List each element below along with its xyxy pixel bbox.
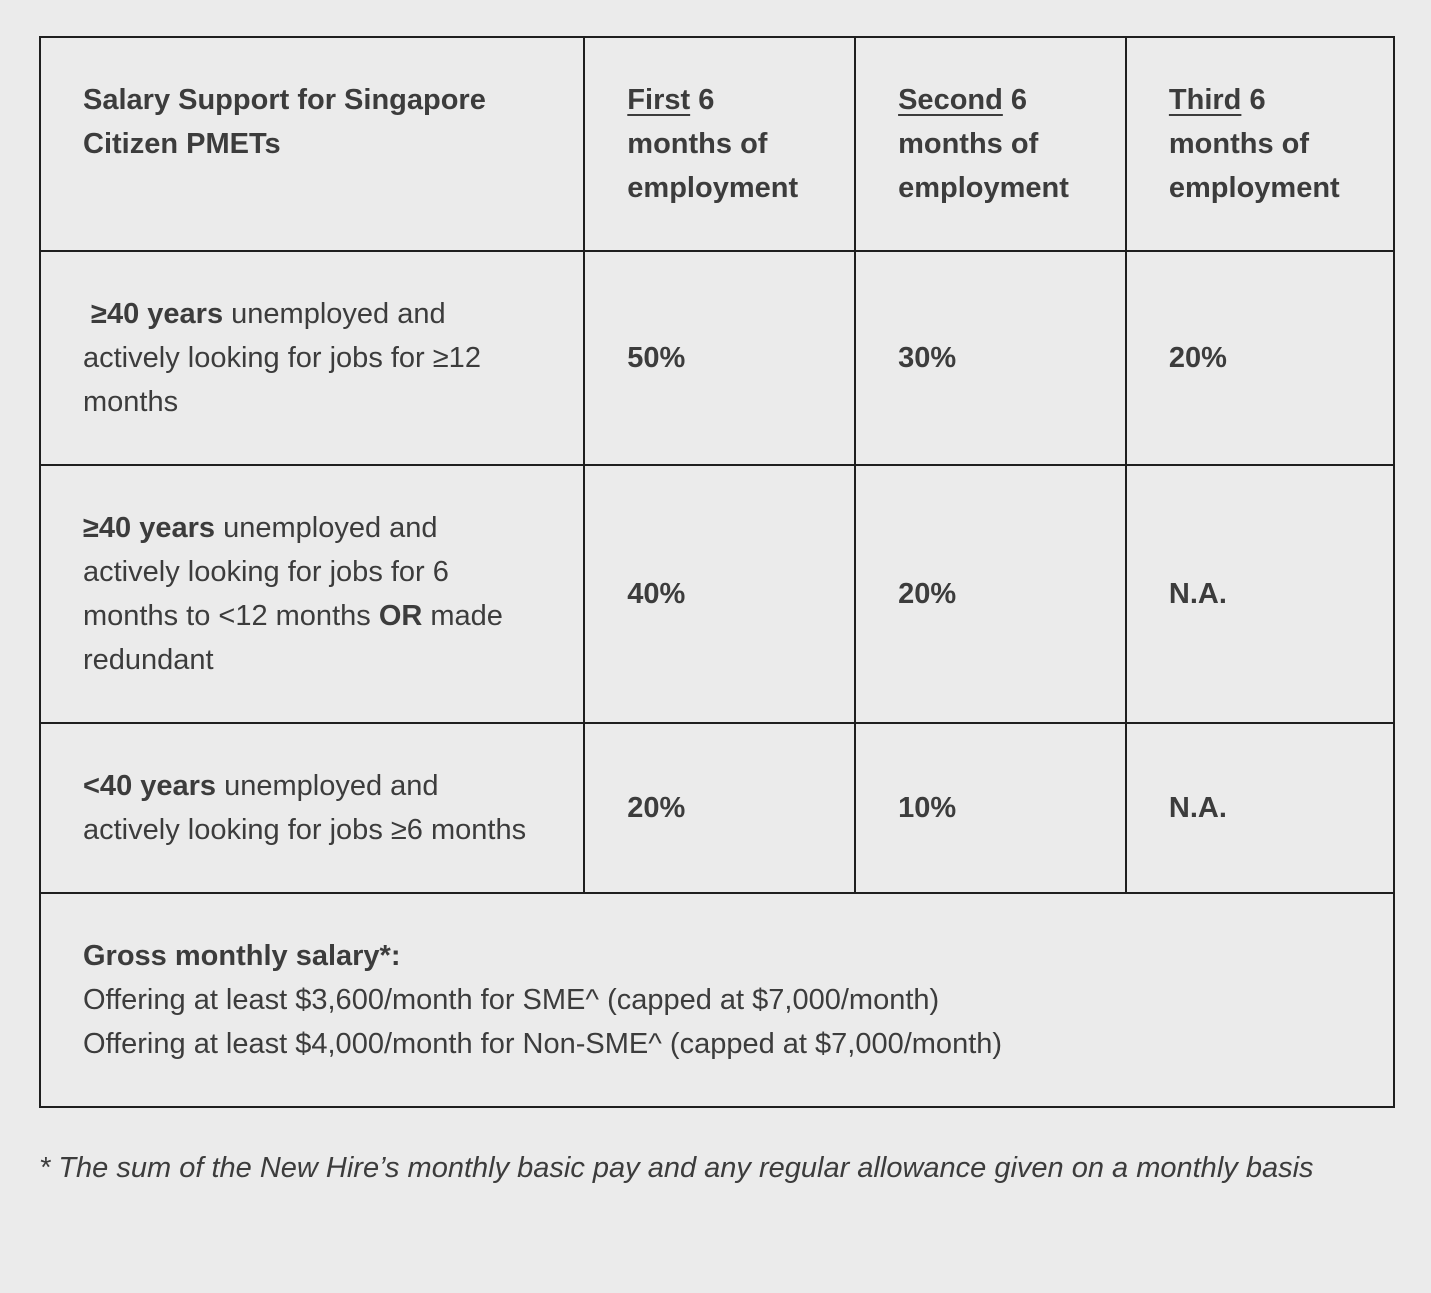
row-criteria-label: ≥40 years unemployed and actively lookin… [38, 464, 586, 724]
header-emphasis-second: Second [898, 84, 1003, 116]
gross-salary-title: Gross monthly salary*: [83, 940, 401, 972]
criteria-text: unemployed and actively looking for jobs… [83, 770, 527, 846]
header-emphasis-third: Third [1168, 84, 1242, 116]
header-rest-third: 6 months of employment [1168, 84, 1340, 204]
page: Salary Support for Singapore Citizen PME… [38, 36, 1396, 1184]
value-second-period: 30% [854, 250, 1127, 466]
value-third-period: N.A. [1124, 722, 1396, 894]
row-criteria-label: ≥40 years unemployed and actively lookin… [38, 250, 586, 466]
table-header-row: Salary Support for Singapore Citizen PME… [38, 36, 1396, 252]
value-first-period: 20% [583, 722, 857, 894]
criteria-text-tail: made redundant [83, 600, 503, 676]
value-third-period: N.A. [1124, 464, 1396, 724]
criteria-text: unemployed and actively looking for jobs… [83, 512, 449, 632]
header-rest-second: 6 months of employment [898, 84, 1069, 204]
criteria-or-bold: OR [378, 600, 423, 632]
table-row-under40-6months: <40 years unemployed and actively lookin… [38, 722, 1396, 894]
gross-salary-cell: Gross monthly salary*: Offering at least… [39, 892, 1395, 1108]
footnote: * The sum of the New Hire’s monthly basi… [39, 1152, 1314, 1184]
value-third-period: 20% [1124, 250, 1396, 466]
row-criteria-label: <40 years unemployed and actively lookin… [38, 722, 586, 894]
header-second-6-months: Second 6 months of employment [854, 36, 1127, 252]
gross-salary-sme-line: Offering at least $3,600/month for SME^ … [83, 984, 940, 1016]
table-row-over40-6to12months: ≥40 years unemployed and actively lookin… [38, 464, 1396, 724]
table-row-gross-salary: Gross monthly salary*: Offering at least… [39, 892, 1395, 1108]
value-second-period: 10% [854, 722, 1127, 894]
table-title-cell: Salary Support for Singapore Citizen PME… [38, 36, 586, 252]
value-first-period: 40% [583, 464, 857, 724]
table-row-over40-12months: ≥40 years unemployed and actively lookin… [38, 250, 1396, 466]
header-first-6-months: First 6 months of employment [583, 36, 857, 252]
criteria-text: unemployed and actively looking for jobs… [83, 298, 481, 418]
criteria-age-bold: <40 years [83, 770, 217, 802]
value-second-period: 20% [854, 464, 1127, 724]
gross-salary-nonsme-line: Offering at least $4,000/month for Non-S… [83, 1028, 1003, 1060]
criteria-age-bold: ≥40 years [83, 512, 216, 544]
header-third-6-months: Third 6 months of employment [1124, 36, 1396, 252]
header-rest-first: 6 months of employment [627, 84, 799, 204]
salary-support-table: Salary Support for Singapore Citizen PME… [38, 36, 1396, 1108]
value-first-period: 50% [583, 250, 857, 466]
criteria-age-bold: ≥40 years [83, 298, 224, 330]
header-emphasis-first: First [627, 84, 691, 116]
